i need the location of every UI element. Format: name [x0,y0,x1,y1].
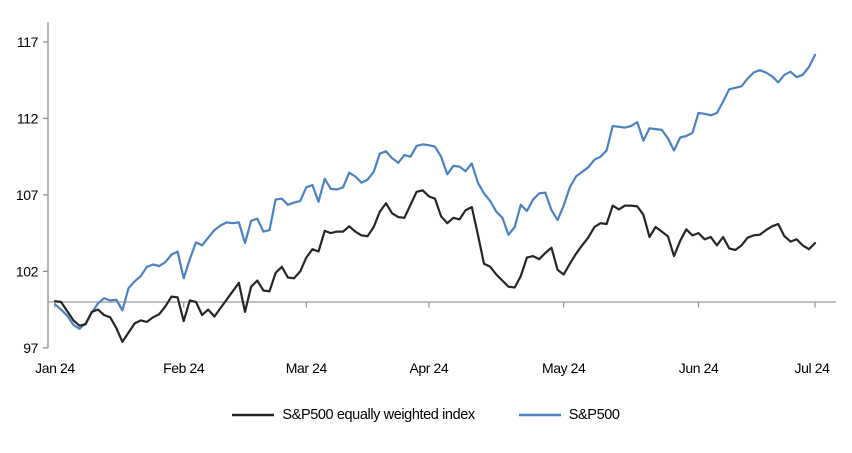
y-axis-label: 117 [17,34,39,50]
x-axis-label: Mar 24 [286,360,328,376]
x-axis-label: Jul 24 [795,360,831,376]
legend: S&P500 equally weighted index S&P500 [0,407,852,423]
eqw-line-swatch [232,413,275,417]
x-axis-label: Apr 24 [409,360,448,376]
plot-area: 97 102 107 112 117 Jan 24 Feb 24 Mar 24 Apr 24 Ma… [16,22,836,376]
legend-item-eqw: S&P500 equally weighted index [232,407,475,423]
y-axis-label: 112 [17,110,39,126]
y-axis-label: 107 [16,187,39,203]
x-axis-label: Jan 24 [35,360,75,376]
x-axis-label: May 24 [542,360,586,376]
spx-line-swatch [518,413,561,417]
spx-series-line [53,53,817,330]
x-axis-label: Feb 24 [163,360,205,376]
legend-label-spx: S&P500 [568,407,620,423]
legend-label-eqw: S&P500 equally weighted index [282,407,475,423]
y-axis-label: 102 [16,263,39,279]
eqw-series-line [53,189,817,343]
x-axis-label: Jun 24 [679,360,719,376]
y-axis-label: 97 [23,340,38,356]
legend-item-spx: S&P500 [518,407,620,423]
